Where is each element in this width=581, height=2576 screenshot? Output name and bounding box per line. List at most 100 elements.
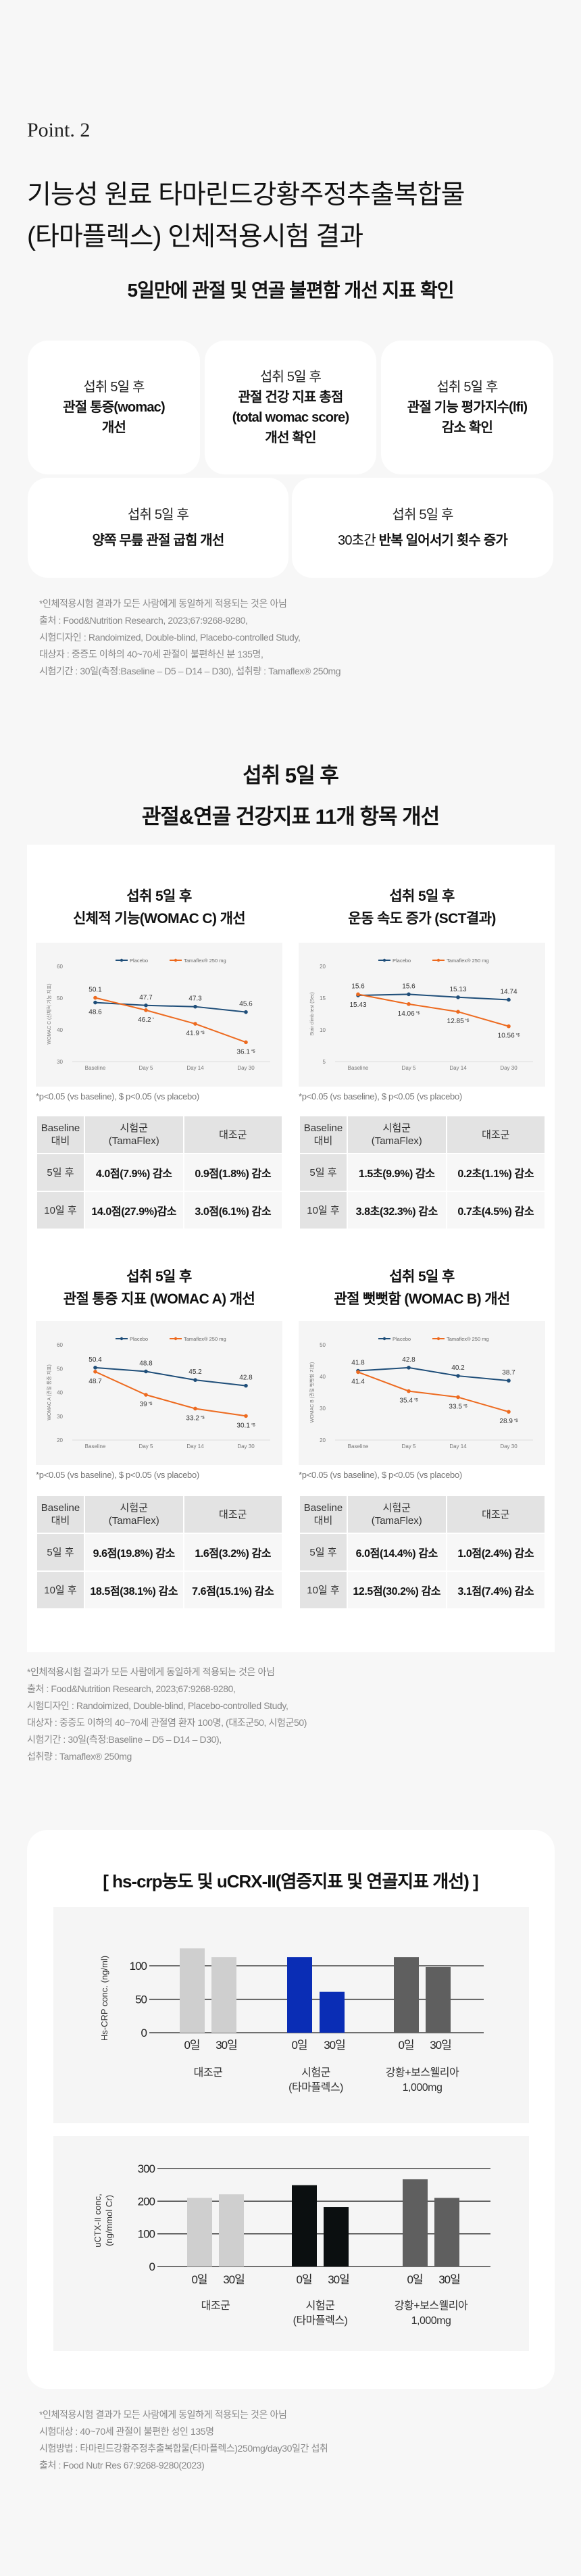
legend-marker [436,958,440,962]
table-cell: 1.6점(3.2%) 감소 [182,1533,284,1572]
data-label: 45.2 [188,1368,202,1376]
series-line-tamaflex [95,997,247,1043]
x-tick-label: Baseline [348,1443,369,1450]
footnote: 출처 : Food&Nutrition Research, 2023;67:92… [39,615,248,626]
series-line-placebo [357,993,509,1001]
data-label: 40.2 [451,1364,465,1372]
data-point [244,1040,248,1045]
footnote: 시험대상 : 40~70세 관절이 불편한 성인 135명 [39,2426,214,2437]
significance-mark: *$ [251,1423,255,1427]
panel-title-line: 섭취 5일 후 [126,1269,192,1285]
table-row: 10일 후 18.5점(38.1%) 감소 7.6점(15.1%) 감소 [36,1570,284,1610]
table-cell: 1.5초(9.9%) 감소 [346,1153,447,1192]
highlight-text: 반복 일어서기 횟수 증가 [378,533,508,548]
y-tick-label: 40 [57,1027,63,1033]
footnote: *인체적용시험 결과가 모든 사람에게 동일하게 적용되는 것은 아님 [27,1666,275,1677]
footnote: *인체적용시험 결과가 모든 사람에게 동일하게 적용되는 것은 아님 [39,598,287,609]
y-tick-label: 30 [57,1414,63,1420]
highlight-prefix: 30초간 [338,533,379,548]
bar [320,1991,345,2033]
data-point [93,1000,97,1005]
data-point [244,1414,248,1418]
bar [292,2185,317,2267]
bar [219,2194,244,2267]
section-heading: 관절&연골 건강지표 11개 항목 개선 [141,805,440,828]
footnote: 시험디자인 : Randoimized, Double-blind, Place… [39,632,301,643]
biomarker-title: [ hs-crp농도 및 uCRX-II(염증지표 및 연골지표 개선) ] [103,1871,478,1891]
y-tick-label: 60 [57,1342,63,1348]
data-point [356,1370,360,1374]
footnote: 시험방법 : 타마린드강황주정추출복합물(타마플렉스)250mg/day30일간… [39,2443,328,2454]
data-point [244,1010,248,1014]
table-header-cell: 시험군 (TamaFlex) [346,1495,447,1534]
y-tick-label: 200 [138,2195,155,2208]
group-label: 대조군 [194,2066,223,2079]
significance-note: *p<0.05 (vs baseline), $ p<0.05 (vs plac… [36,1470,199,1480]
group-label: 강황+보스웰리아 [386,2066,459,2079]
significance-mark: *$ [201,1416,205,1420]
table-cell: 5일 후 [36,1153,85,1192]
legend-label: Placebo [130,1336,148,1342]
footnote: 출처 : Food&Nutrition Research, 2023;67:92… [27,1683,236,1694]
data-label: 48.6 [89,1009,102,1016]
data-point [193,1378,197,1382]
x-tick-label: Day 14 [186,1443,204,1450]
data-point [456,1374,460,1378]
highlight-text: 개선 확인 [265,430,316,445]
data-point [356,992,360,997]
comparison-table: Baseline 대비 시험군 (TamaFlex) 대조군 5일 후 6.0점(14.… [299,1495,547,1610]
highlight-text: 양쪽 무릎 관절 굽힘 개선 [92,533,224,548]
bar [187,2198,212,2267]
footnote: *인체적용시험 결과가 모든 사람에게 동일하게 적용되는 것은 아님 [39,2409,287,2420]
y-axis-title: uCTX-II conc, [93,2194,103,2247]
y-tick-label: 20 [57,1437,63,1443]
y-tick-label: 50 [57,1366,63,1372]
table-header-cell: 시험군 (TamaFlex) [83,1115,184,1154]
footnote: 출처 : Food Nutr Res 67:9268-9280(2023) [39,2460,205,2471]
data-point [507,1379,511,1383]
legend-marker [174,1337,178,1341]
table-header-cell: 대조군 [182,1115,284,1154]
legend-marker [436,1337,440,1341]
data-point [144,1008,148,1012]
table-row: 5일 후 4.0점(7.9%) 감소 0.9점(1.8%) 감소 [36,1153,284,1192]
significance-mark: *$ [149,1402,153,1406]
panel-title: 섭취 5일 후 관절 통증 지표 (WOMAC A) 개선 [36,1266,282,1310]
x-tick-label: Day 30 [237,1443,255,1450]
significance-mark: *$ [465,1019,470,1023]
table-cell: 10일 후 [299,1191,348,1230]
data-point [456,1010,460,1014]
table-cell: 0.2초(1.1%) 감소 [445,1153,547,1192]
y-axis-title: WOMAC C (신체적 기능 지표) [46,983,52,1044]
table-header-cell: 대조군 [182,1495,284,1534]
bar [211,1957,236,2033]
data-label: 15.13 [449,986,466,993]
data-point [193,1406,197,1411]
series-line-tamaflex [95,1370,247,1417]
panel-title-line: 운동 속도 증가 (SCT결과) [348,911,496,926]
comparison-table: Baseline 대비 시험군 (TamaFlex) 대조군 5일 후 9.6점(19.… [36,1495,284,1610]
y-tick-label: 20 [320,1437,326,1443]
y-tick-label: 100 [138,2228,155,2241]
group-label: (타마플렉스) [288,2081,343,2094]
x-tick-label: Day 14 [449,1065,467,1071]
panel-title-line: 섭취 5일 후 [389,889,455,904]
data-label: 14.06 *$ [398,1010,420,1018]
data-label: 39 *$ [140,1401,153,1408]
group-label: 시험군 [301,2066,330,2079]
page-title-line: 기능성 원료 타마린드강황주정추출복합물 [27,180,465,209]
table-cell: 3.0점(6.1%) 감소 [182,1191,284,1230]
table-cell: 5일 후 [36,1533,85,1572]
y-tick-label: 40 [320,1374,326,1380]
section-heading: 섭취 5일 후 [243,764,339,787]
significance-note: *p<0.05 (vs baseline), $ p<0.05 (vs plac… [299,1091,462,1101]
table-cell: 18.5점(38.1%) 감소 [83,1570,184,1610]
data-label: 28.9 *$ [499,1418,518,1425]
line-chart: 30 40 50 60 WOMAC C (신체적 기능 지표) Baseline Day 5… [36,943,282,1087]
data-label: 10.56 *$ [498,1033,520,1040]
significance-mark: *$ [251,1049,255,1054]
table-header-cell: Baseline 대비 [299,1495,348,1534]
data-point [407,992,411,997]
data-label: 50.4 [89,1356,102,1364]
